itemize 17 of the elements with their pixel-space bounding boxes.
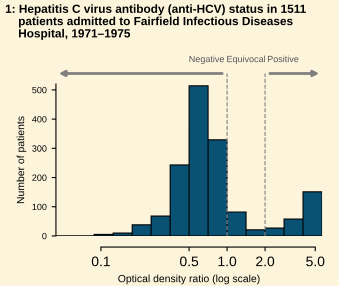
- x-tick-label: 2.0: [256, 256, 274, 266]
- y-tick-label: 500: [32, 86, 47, 94]
- x-tick-label: 0.1: [92, 256, 110, 266]
- y-axis-title: Number of patients: [16, 116, 26, 204]
- x-tick-label: 1.0: [218, 256, 236, 266]
- y-tick-label: 200: [32, 174, 47, 181]
- y-tick-label: 0: [42, 232, 47, 240]
- x-tick-label: 0.5: [180, 256, 198, 266]
- text: Positive: [268, 56, 298, 62]
- x-axis-title: Optical density ratio (log scale): [118, 274, 260, 284]
- y-tick-label: 100: [32, 204, 47, 210]
- y-tick-label: 300: [32, 145, 47, 152]
- x-tick-label: 5.0: [306, 256, 324, 266]
- text: Negative: [190, 56, 224, 64]
- y-tick-label: 400: [32, 116, 47, 122]
- text: Equivocal: [227, 56, 266, 64]
- chart-title: 1: Hepatitis C virus antibody (anti-HCV) status in 1511 patients admitted to Fairfield Infectious Diseases Hospital, 1971–1975: [6, 4, 306, 40]
